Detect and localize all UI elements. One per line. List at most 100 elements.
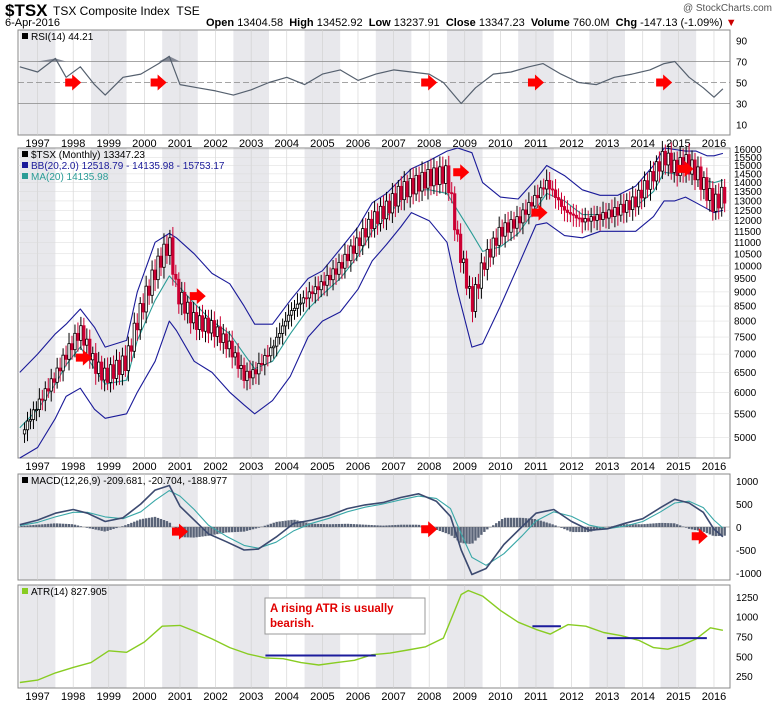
- macd-histogram-bar: [207, 527, 210, 536]
- candle-body: [260, 363, 264, 366]
- candle-body: [227, 340, 231, 350]
- macd-histogram-bar: [159, 518, 163, 527]
- atr-axis-year-label: 2016: [702, 691, 726, 703]
- macd-histogram-bar: [391, 525, 394, 527]
- macd-histogram-bar: [619, 524, 623, 527]
- price-axis-year-label: 2016: [702, 461, 726, 473]
- macd-tick-label: 1000: [736, 477, 759, 488]
- candle-body: [637, 189, 641, 208]
- candle-body: [639, 189, 644, 199]
- candle-body: [381, 205, 386, 220]
- macd-histogram-bar: [521, 517, 525, 527]
- macd-histogram-bar: [284, 520, 287, 527]
- annotation-text-line2: bearish.: [270, 618, 314, 630]
- candle-body: [150, 269, 154, 296]
- macd-histogram-bar: [699, 527, 703, 532]
- price-axis-year-label: 1998: [61, 461, 85, 473]
- macd-histogram-bar: [192, 527, 195, 538]
- candle-body: [61, 354, 65, 372]
- macd-tick-label: -500: [736, 546, 756, 557]
- candle-body: [607, 209, 611, 219]
- price-tick-label: 8500: [734, 302, 757, 313]
- candle-body: [328, 274, 332, 281]
- candle-body: [76, 332, 80, 341]
- candle-body: [473, 284, 478, 312]
- macd-histogram-bar: [664, 523, 667, 527]
- macd-histogram-bar: [55, 523, 59, 527]
- macd-histogram-bar: [705, 527, 709, 534]
- atr-axis-year-label: 2012: [559, 691, 583, 703]
- candle-body: [135, 322, 139, 331]
- candle-body: [417, 174, 421, 192]
- macd-histogram-bar: [352, 524, 356, 527]
- macd-red-arrow: [171, 523, 188, 540]
- price-axis-year-label: 2004: [275, 461, 299, 473]
- price-axis-year-label: 1997: [25, 461, 49, 473]
- rsi-axis-year-label: 2000: [132, 138, 156, 150]
- atr-legend-swatch: [22, 588, 28, 594]
- macd-histogram-bar: [275, 521, 278, 527]
- rsi-axis-year-label: 2016: [702, 138, 726, 150]
- candle-body: [108, 364, 113, 383]
- candle-body: [286, 314, 291, 322]
- macd-histogram-bar: [622, 524, 625, 527]
- candle-body: [378, 205, 383, 224]
- macd-histogram-bar: [670, 523, 673, 527]
- candle-body: [34, 409, 38, 411]
- macd-histogram-bar: [322, 524, 326, 527]
- macd-histogram-bar: [678, 525, 682, 527]
- macd-histogram-bar: [47, 523, 50, 527]
- rsi-axis-year-label: 1997: [25, 138, 49, 150]
- candle-body: [367, 218, 371, 238]
- candle-body: [506, 222, 510, 233]
- macd-legend-swatch: [22, 477, 28, 483]
- macd-histogram-bar: [331, 524, 335, 527]
- macd-histogram-bar: [97, 527, 100, 531]
- candle-body: [340, 262, 344, 269]
- atr-axis-year-label: 2001: [168, 691, 192, 703]
- candle-body: [138, 303, 142, 331]
- atr-tick-label: 500: [736, 652, 753, 663]
- macd-histogram-bar: [242, 527, 246, 532]
- macd-histogram-bar: [317, 523, 320, 527]
- price-legend-text: BB(20,2.0) 12518.79 - 14135.98 - 15753.1…: [31, 161, 225, 172]
- macd-histogram-bar: [94, 527, 97, 530]
- atr-tick-label: 250: [736, 672, 753, 683]
- rsi-axis-year-label: 2012: [559, 138, 583, 150]
- candle-body: [666, 152, 670, 166]
- rsi-axis-year-label: 2013: [595, 138, 619, 150]
- macd-histogram-bar: [186, 527, 189, 538]
- atr-axis-year-label: 2011: [524, 691, 548, 703]
- macd-histogram-bar: [592, 527, 596, 531]
- price-tick-label: 7000: [734, 350, 757, 361]
- candle-body: [212, 320, 216, 337]
- candle-body: [180, 291, 184, 305]
- candle-body: [37, 398, 41, 410]
- candle-body: [331, 268, 335, 281]
- macd-histogram-bar: [296, 520, 299, 527]
- macd-histogram-bar: [661, 522, 664, 527]
- macd-histogram-bar: [388, 525, 391, 527]
- candle-body: [476, 284, 481, 289]
- macd-histogram-bar: [136, 520, 139, 527]
- atr-axis-year-label: 2013: [595, 691, 619, 703]
- macd-histogram-bar: [465, 527, 468, 544]
- macd-histogram-bar: [462, 527, 465, 544]
- macd-histogram-bar: [548, 523, 551, 527]
- macd-legend-text: MACD(12,26,9) -209.681, -20.704, -188.97…: [31, 476, 228, 487]
- candle-body: [702, 177, 706, 190]
- candle-body: [553, 189, 558, 198]
- rsi-tick-label: 70: [736, 58, 748, 69]
- candle-body: [720, 186, 724, 209]
- candle-body: [705, 177, 709, 201]
- candle-body: [625, 200, 629, 213]
- candle-body: [375, 211, 380, 224]
- atr-axis-year-label: 2008: [417, 691, 441, 703]
- macd-histogram-bar: [634, 524, 637, 527]
- price-legend-swatch: [22, 151, 28, 157]
- candle-body: [693, 159, 697, 181]
- macd-histogram-bar: [139, 519, 142, 527]
- macd-histogram-bar: [367, 524, 370, 527]
- candle-body: [144, 285, 148, 313]
- macd-tick-label: 0: [736, 523, 742, 534]
